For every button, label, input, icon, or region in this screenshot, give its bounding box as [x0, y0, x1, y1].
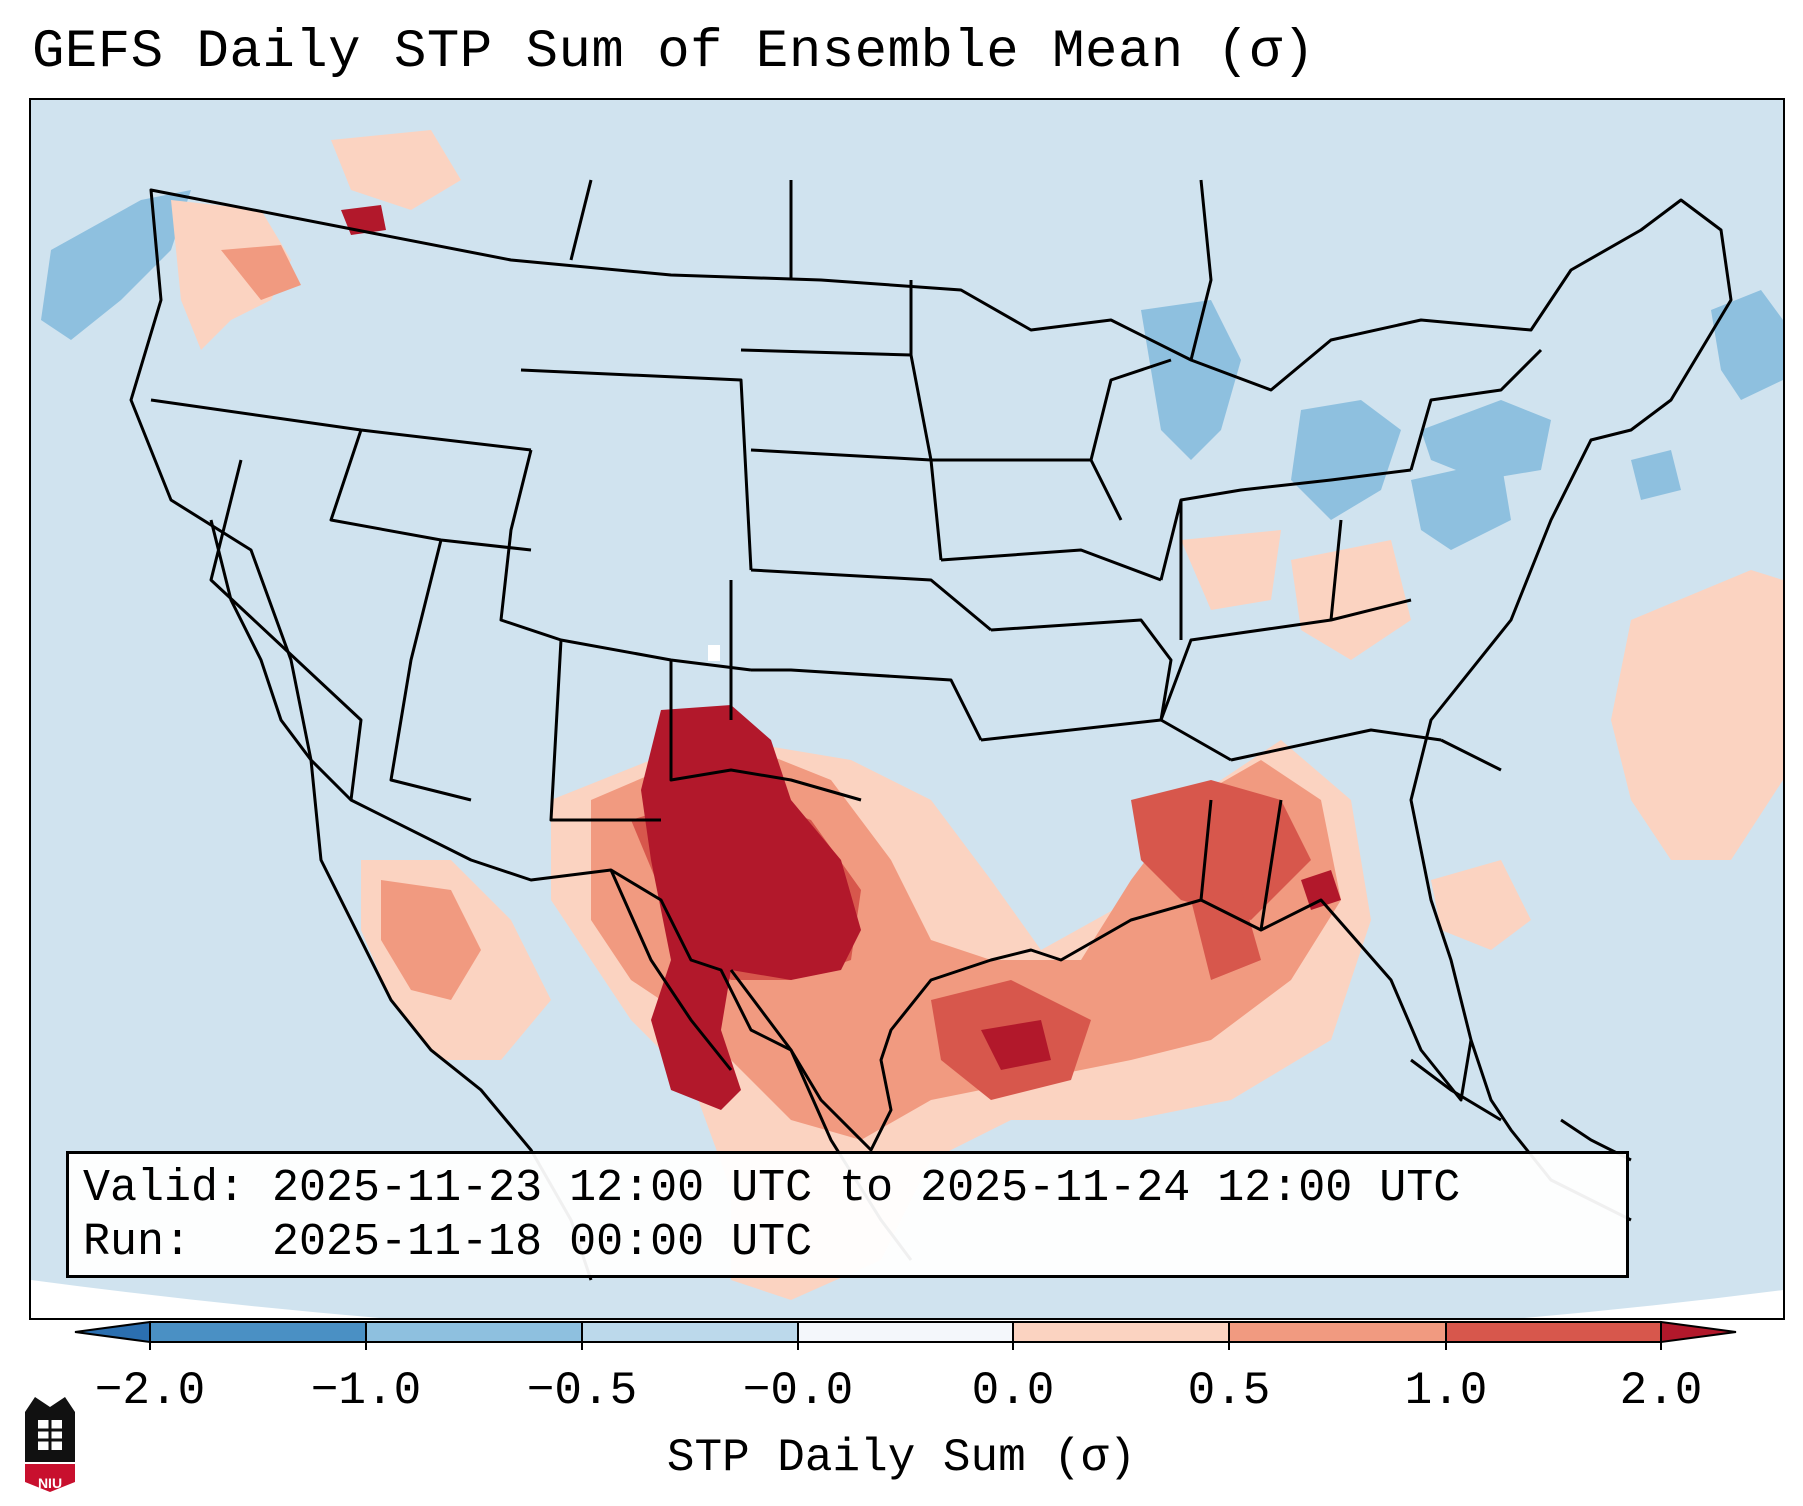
logo-text: NIU [37, 1475, 63, 1491]
colorbar-tick-label: −1.0 [310, 1365, 422, 1417]
colorbar-segment [1229, 1322, 1446, 1342]
run-label: Run: [83, 1217, 192, 1268]
colorbar-segment [582, 1322, 798, 1342]
colorbar-tick-label: −0.5 [526, 1365, 638, 1417]
valid-value: 2025-11-23 12:00 UTC to 2025-11-24 12:00… [272, 1163, 1461, 1214]
colorbar-label: STP Daily Sum (σ) [666, 1432, 1137, 1484]
colorbar-over-extend [1660, 1320, 1737, 1344]
validity-info-box: Valid: 2025-11-23 12:00 UTC to 2025-11-2… [66, 1151, 1629, 1278]
colorbar-tick-label: −2.0 [94, 1365, 206, 1417]
colorbar-tick-label: 0.0 [971, 1365, 1055, 1417]
colorbar-segment [1446, 1322, 1661, 1342]
valid-label: Valid: [83, 1163, 246, 1214]
colorbar-tick-label: 2.0 [1619, 1365, 1703, 1417]
southern-positive-extreme [641, 705, 1341, 1110]
colorbar-segment [150, 1322, 366, 1342]
chart-title: GEFS Daily STP Sum of Ensemble Mean (σ) [32, 22, 1316, 83]
run-row: Run: 2025-11-18 00:00 UTC [83, 1216, 1612, 1270]
colorbar-segment [1013, 1322, 1229, 1342]
map-panel [29, 98, 1785, 1320]
northwest-positive-patches [171, 130, 461, 350]
niu-logo [25, 1397, 75, 1492]
white-pixel [708, 645, 720, 661]
atlantic-positive-patches [1181, 530, 1783, 950]
colorbar-tick-label: 0.5 [1187, 1365, 1271, 1417]
colorbar [74, 1320, 1737, 1350]
colorbar-segment [798, 1322, 1013, 1342]
state-borders [129, 179, 1733, 1152]
map-canvas [31, 100, 1783, 1318]
projection-edge [31, 1280, 1783, 1318]
run-value: 2025-11-18 00:00 UTC [272, 1217, 813, 1268]
colorbar-under-extend [74, 1320, 151, 1344]
colorbar-tick-label: −0.0 [742, 1365, 854, 1417]
colorbar-tick-label: 1.0 [1404, 1365, 1488, 1417]
valid-row: Valid: 2025-11-23 12:00 UTC to 2025-11-2… [83, 1162, 1612, 1216]
colorbar-segment [366, 1322, 582, 1342]
